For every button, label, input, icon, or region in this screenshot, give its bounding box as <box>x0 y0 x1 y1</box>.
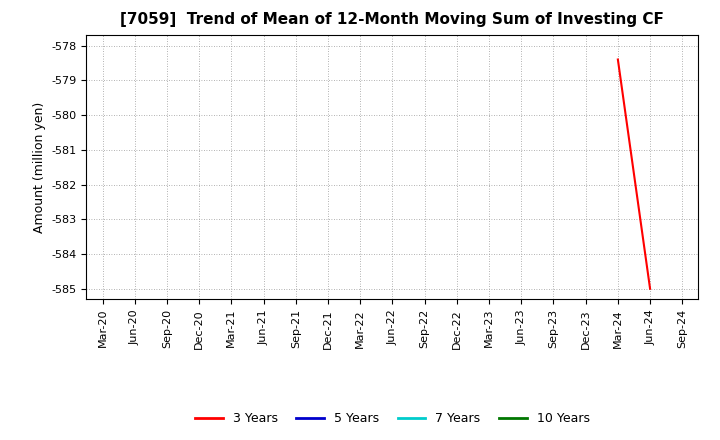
Legend: 3 Years, 5 Years, 7 Years, 10 Years: 3 Years, 5 Years, 7 Years, 10 Years <box>190 407 595 430</box>
Y-axis label: Amount (million yen): Amount (million yen) <box>33 102 46 233</box>
Title: [7059]  Trend of Mean of 12-Month Moving Sum of Investing CF: [7059] Trend of Mean of 12-Month Moving … <box>120 12 665 27</box>
